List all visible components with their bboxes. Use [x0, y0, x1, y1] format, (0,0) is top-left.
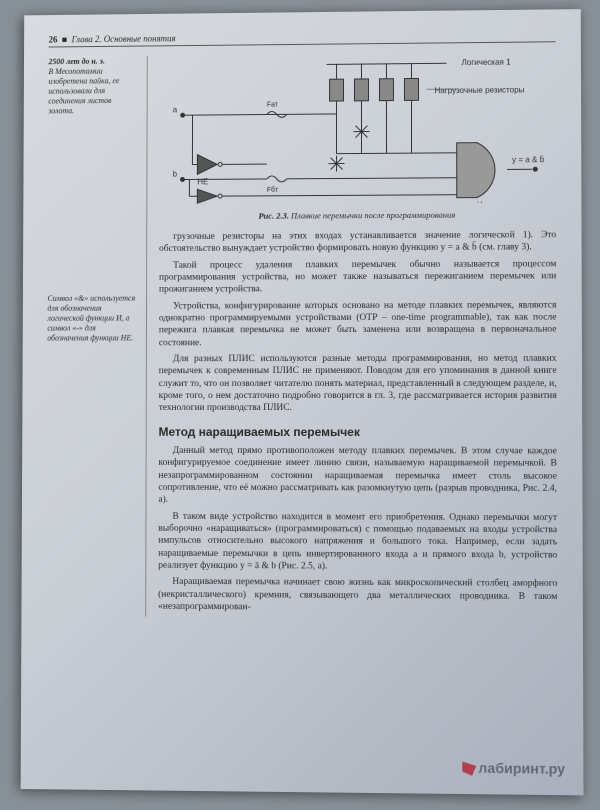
main-column: Логическая 1 Нагрузочные резисторы [145, 52, 557, 619]
figure-number: Рис. 2.3. [258, 211, 289, 221]
margin-note-symbols: Символ «&» используется для обозначения … [47, 294, 136, 344]
paragraph: Устройства, конфигурирование которых осн… [159, 299, 557, 349]
paragraph: грузочные резисторы на этих входах устан… [159, 229, 556, 255]
margin-note-date: 2500 лет до н. э. [48, 57, 104, 66]
margin-column: 2500 лет до н. э. В Месопотамии изобрете… [46, 56, 137, 616]
label-logic1: Логическая 1 [462, 58, 512, 68]
label-not-a: НЕ [197, 177, 208, 186]
book-page: 26 ■ Глава 2. Основные понятия 2500 лет … [21, 9, 584, 795]
page-number: 26 [49, 35, 58, 45]
content-columns: 2500 лет до н. э. В Месопотамии изобрете… [46, 52, 557, 619]
watermark-text: лабиринт.ру [478, 759, 565, 776]
label-a: a [173, 105, 178, 114]
watermark: лабиринт.ру [462, 759, 565, 777]
paragraph: Данный метод прямо противоположен методу… [158, 445, 557, 508]
figure-caption-text: Плавкие перемычки после программирования [291, 210, 455, 221]
label-b: b [173, 170, 178, 179]
figure-caption: Рис. 2.3. Плавкие перемычки после програ… [159, 209, 556, 221]
body-text-1: грузочные резисторы на этих входах устан… [159, 229, 557, 415]
label-and: И [477, 200, 483, 204]
margin-note-body: В Месопотамии изобретена пайка, ее испол… [48, 67, 119, 116]
paragraph: Наращиваемая перемычка начинает свою жиз… [158, 576, 557, 616]
label-resistors: Нагрузочные резисторы [435, 85, 525, 95]
section-heading: Метод наращиваемых перемычек [159, 425, 557, 439]
body-text-2: Данный метод прямо противоположен методу… [158, 445, 557, 616]
circuit-diagram: Логическая 1 Нагрузочные резисторы [159, 52, 556, 204]
paragraph: В таком виде устройство находится в моме… [158, 510, 557, 574]
chapter-title: Глава 2. Основные понятия [72, 33, 176, 44]
paragraph: Для разных ПЛИС используются разные мето… [159, 353, 557, 415]
label-fuse-a: Fат [267, 101, 279, 108]
watermark-logo-icon [462, 762, 476, 776]
running-header: 26 ■ Глава 2. Основные понятия [49, 29, 556, 47]
label-fuse-b: Fбт [267, 186, 279, 194]
margin-note-history: 2500 лет до н. э. В Месопотамии изобрете… [48, 56, 137, 116]
label-output: y = a & b̄ [512, 155, 545, 164]
paragraph: Такой процесс удаления плавких перемычек… [159, 258, 556, 296]
